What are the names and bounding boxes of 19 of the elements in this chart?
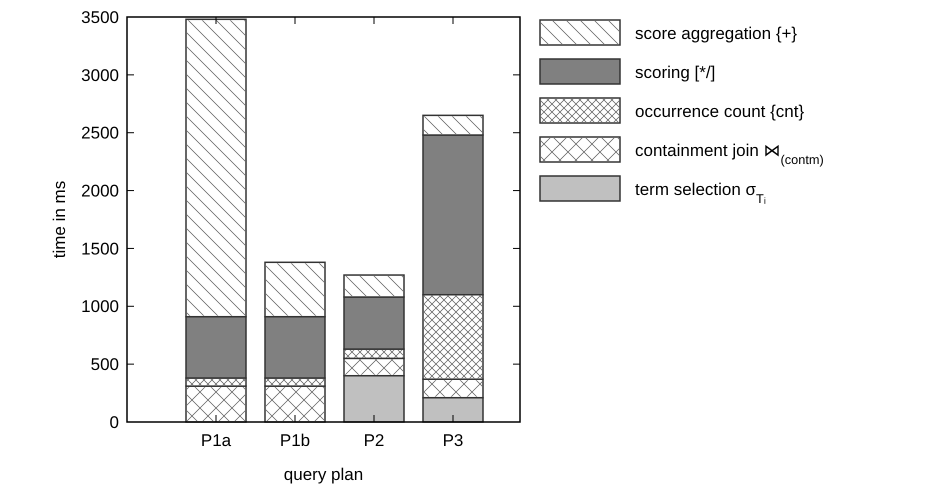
legend-label: containment join ⋈$_{(contm)}$: [635, 140, 824, 166]
y-tick-label: 3500: [81, 8, 119, 27]
legend-label: score aggregation {+}: [635, 24, 798, 43]
y-tick-label: 0: [110, 412, 119, 432]
x-tick-label: P1b: [280, 431, 310, 450]
x-tick-label: P2: [364, 431, 384, 450]
x-axis-title: query plan: [284, 465, 364, 484]
legend-label: term selection σ$_{Tᵢ}$: [635, 180, 766, 206]
y-tick-label: 3000: [81, 66, 119, 85]
legend-label: occurrence count {cnt}: [635, 102, 804, 121]
y-tick-label: 500: [90, 355, 119, 374]
legend-label: scoring [*/]: [635, 62, 716, 82]
y-tick-label: 2500: [81, 124, 119, 143]
y-tick-label: 1500: [81, 239, 119, 258]
x-tick-label: P1a: [200, 431, 232, 450]
x-tick-label: P3: [442, 431, 464, 450]
y-axis-title: time in ms: [50, 180, 69, 258]
y-tick-label: 1000: [81, 297, 119, 316]
y-tick-label: 2000: [81, 182, 119, 201]
